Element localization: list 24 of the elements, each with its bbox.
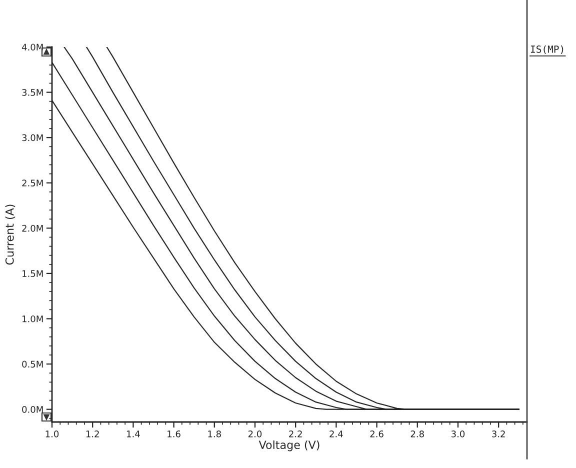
x-tick-label: 2.0 [248,430,262,438]
x-tick-label: 2.8 [410,430,424,438]
y-tick-label: 4.0M [22,44,43,51]
x-tick-label: 3.0 [451,430,465,438]
x-tick-label: 1.4 [127,430,140,438]
y-tick-label: 1.0M [22,315,43,322]
legend-title: IS(MP) [530,45,564,54]
y-tick-label: 0.5M [22,360,43,368]
x-tick-label: 1.0 [46,430,59,438]
y-tick-label: 3.5M [22,89,43,96]
x-tick-label: 1.8 [208,430,221,438]
y-tick-label: 1.5M [22,270,43,278]
y-tick-label: 0.0M [22,406,43,413]
y-tick-label: 3.0M [22,134,43,142]
x-axis-title: Voltage (V) [258,440,320,452]
x-tick-label: 1.2 [86,430,99,438]
x-tick-label: 2.6 [370,430,384,438]
y-axis-title: Current (A) [5,204,16,265]
y-tick-label: 2.5M [22,180,43,186]
x-tick-label: 2.2 [289,430,302,438]
x-tick-label: 1.6 [168,430,180,438]
x-tick-label: 3.2 [492,430,505,438]
x-tick-label: 2.4 [330,430,343,438]
y-tick-label: 2.0M [22,224,43,232]
